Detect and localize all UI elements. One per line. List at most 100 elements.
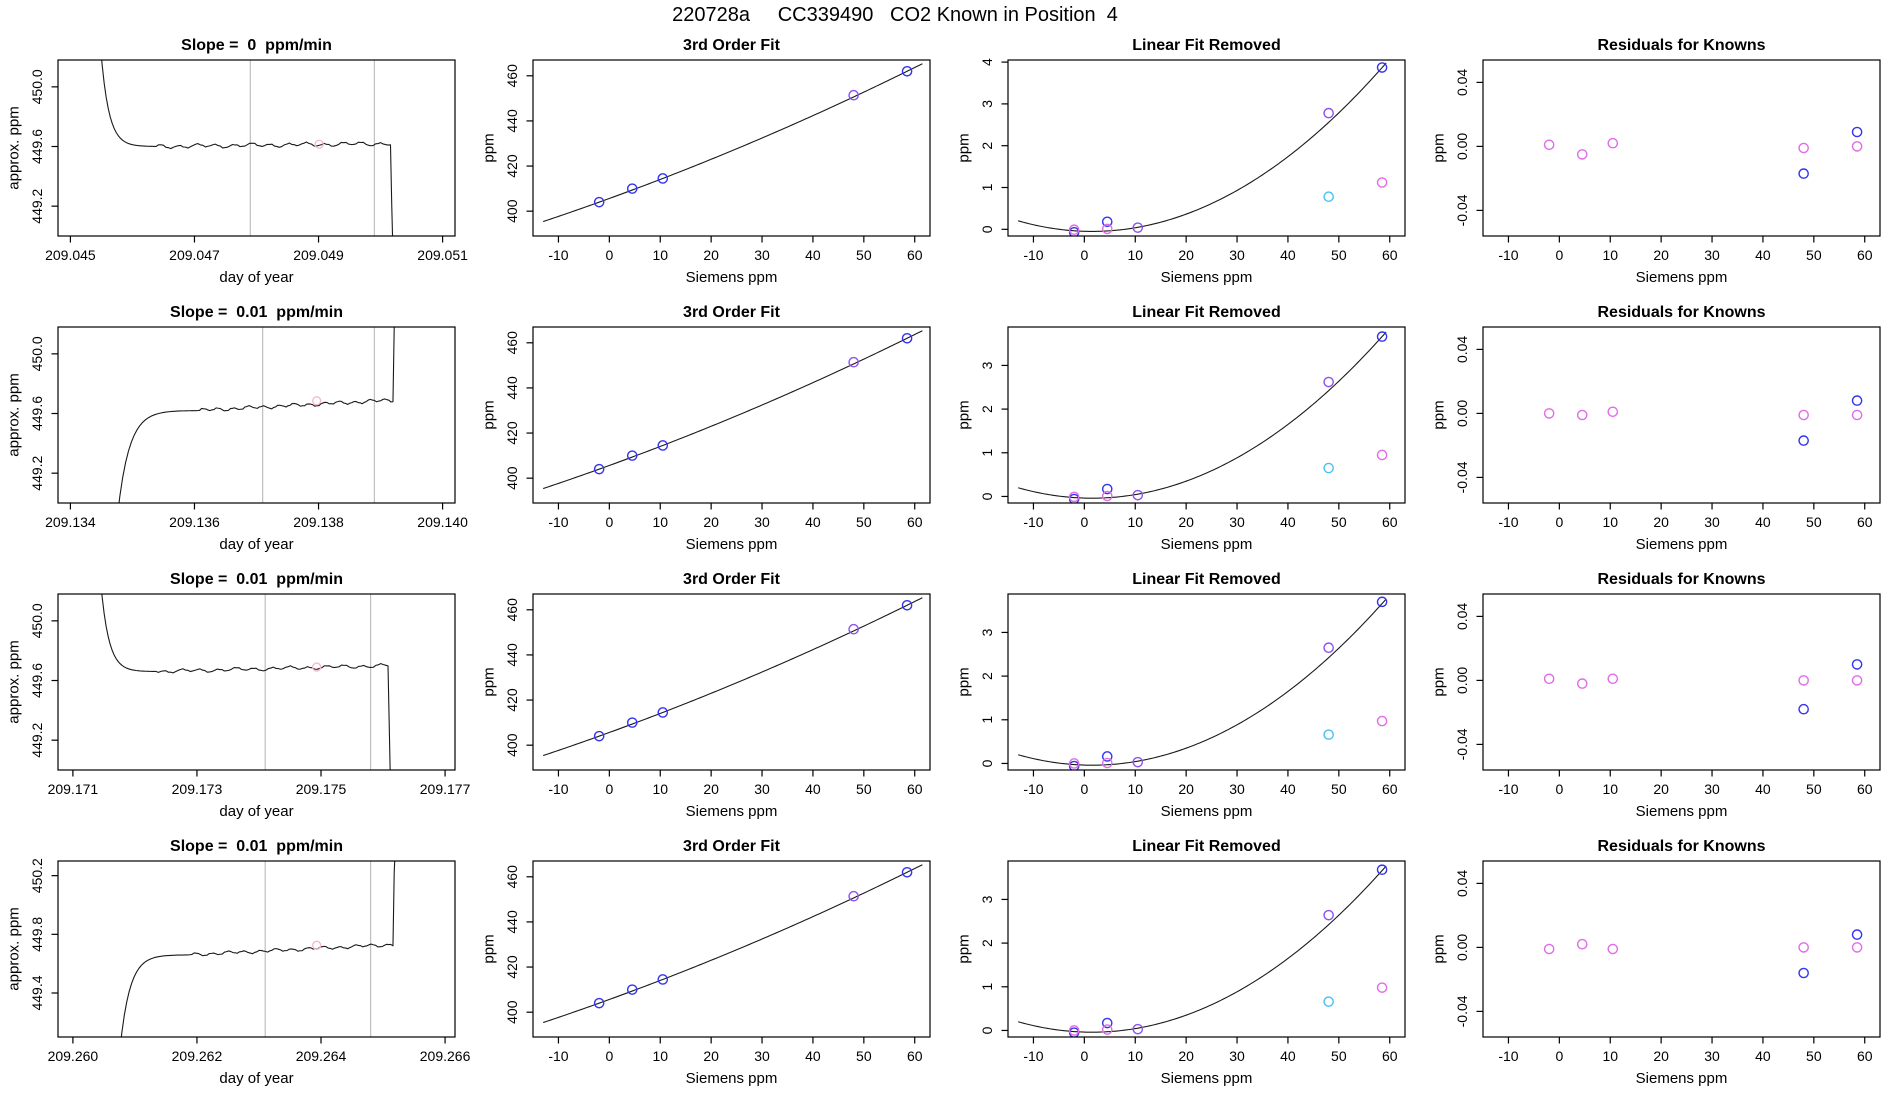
x-tick-label: 50 [856,781,872,797]
y-axis-label: approx. ppm [6,640,23,723]
x-axis-label: Siemens ppm [686,536,778,553]
data-point-blue [901,332,913,344]
x-tick-label: 0 [1080,1048,1088,1064]
data-point-magenta [1607,137,1619,149]
y-tick-label: 0 [979,1026,995,1034]
x-tick-label: 209.047 [169,247,220,263]
x-tick-label: 209.134 [45,514,96,530]
x-tick-label: 30 [754,1048,770,1064]
x-tick-label: 60 [1382,1048,1398,1064]
x-tick-label: 60 [907,247,923,263]
data-region [101,60,394,236]
x-tick-label: 30 [1704,1048,1720,1064]
x-tick-label: 10 [1127,514,1143,530]
y-axis-label: ppm [956,934,973,963]
x-tick-label: 30 [1704,781,1720,797]
x-axis-label: Siemens ppm [1161,803,1253,820]
x-tick-label: 20 [1653,1048,1669,1064]
data-point-blue [1376,62,1388,73]
fit-curve [1018,865,1387,1033]
x-tick-label: 0 [605,1048,613,1064]
x-tick-label: 30 [1229,1048,1245,1064]
x-tick-label: 60 [1857,514,1873,530]
panel-title: Residuals for Knowns [1597,571,1765,588]
y-tick-label: -0.04 [1454,728,1470,760]
known-sample-marker [312,396,322,406]
x-tick-label: -10 [1498,247,1518,263]
data-point-violet [1132,756,1144,768]
chart-panel-r2-residuals: Residuals for Knowns Siemens ppm ppm -10 0 10… [1431,304,1881,553]
data-point-magenta [1101,1024,1113,1035]
data-point-magenta [1068,1025,1080,1036]
y-tick-label: 450.0 [29,69,45,104]
y-tick-label: 2 [979,405,995,413]
y-tick-label: 449.8 [29,917,45,952]
x-tick-label: 20 [1178,781,1194,797]
x-axis-label: Siemens ppm [1161,1070,1253,1087]
x-tick-label: 50 [856,1048,872,1064]
plot-box [1007,860,1406,1038]
x-tick-label: 209.171 [48,781,99,797]
x-tick-label: -10 [548,1048,568,1064]
x-tick-label: 50 [1806,1048,1822,1064]
x-tick-label: 10 [652,247,668,263]
x-tick-label: 50 [1806,781,1822,797]
plot-box [1482,860,1881,1038]
chart-panel-r4-trace: Slope = 0.01 ppm/min day of year approx. p… [6,838,471,1087]
panel-title: Slope = 0.01 ppm/min [170,304,343,321]
x-tick-label: 30 [1704,514,1720,530]
x-tick-label: 50 [1806,514,1822,530]
data-point-magenta [1576,678,1588,689]
data-point-blue [1851,395,1863,406]
measurement-trace [120,861,396,1037]
data-point-blue [1101,1017,1113,1029]
fit-curve [543,597,923,757]
x-tick-label: 40 [1280,781,1296,797]
y-tick-label: 0.04 [1454,870,1470,897]
data-point-magenta [1543,673,1555,685]
x-tick-label: 209.173 [172,781,223,797]
y-tick-label: 1 [979,983,995,991]
data-region [543,330,923,490]
x-axis-label: Siemens ppm [1636,536,1728,553]
plot-box [1007,593,1406,771]
y-axis-label: ppm [1431,934,1448,963]
fit-curve [543,330,923,490]
chart-panel-r4-residuals: Residuals for Knowns Siemens ppm ppm -10 0 10… [1431,838,1881,1087]
data-point-cyan [1323,191,1334,203]
panel-title: 3rd Order Fit [683,304,781,321]
data-point-magenta [1851,942,1863,953]
chart-grid: Slope = 0 ppm/min day of year approx. ppm 2… [0,30,1900,1098]
y-tick-label: -0.04 [1454,461,1470,493]
data-point-blue [626,717,638,728]
x-tick-label: 10 [652,1048,668,1064]
x-tick-label: -10 [1023,514,1043,530]
y-axis-label: ppm [481,934,498,963]
x-axis-label: day of year [219,269,293,286]
plot-box [1482,326,1881,504]
panel-title: 3rd Order Fit [683,838,781,855]
y-tick-label: 3 [979,100,995,108]
x-tick-label: 20 [703,514,719,530]
chart-panel-r3-residuals: Residuals for Knowns Siemens ppm ppm -10 0 10… [1431,571,1881,820]
y-tick-label: 0 [979,225,995,233]
data-point-magenta [1101,757,1113,769]
chart-panel-r4-fit: 3rd Order Fit Siemens ppm ppm -10 0 10 20 30 40 5… [481,838,931,1087]
known-sample-marker [312,940,322,950]
x-tick-label: 40 [1280,514,1296,530]
x-tick-label: 0 [1080,514,1088,530]
data-point-magenta [1607,943,1619,955]
x-tick-label: 0 [605,247,613,263]
panel-title: Slope = 0 ppm/min [181,37,332,54]
data-point-magenta [1576,938,1588,950]
plot-box [1482,59,1881,237]
y-axis-label: ppm [956,667,973,696]
x-tick-label: 60 [1857,1048,1873,1064]
plot-box [57,59,456,237]
data-point-magenta [1376,982,1388,993]
data-point-blue [1101,751,1113,762]
data-point-cyan [1323,462,1334,474]
plot-box [1007,59,1406,237]
